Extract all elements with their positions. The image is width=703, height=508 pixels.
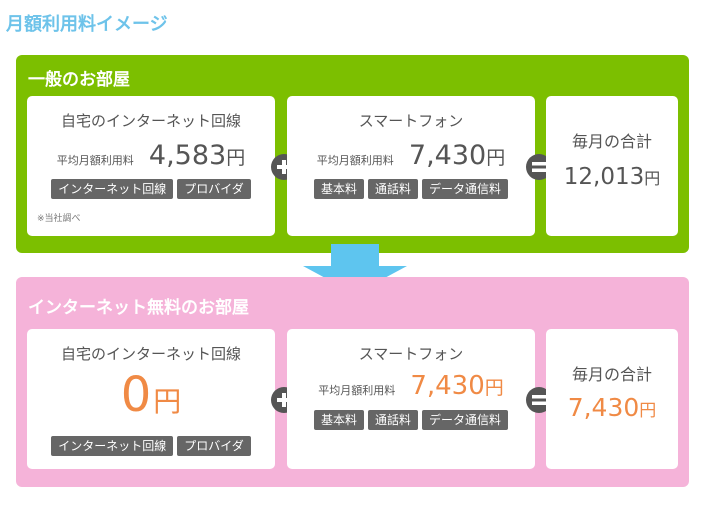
yen-unit: 円 bbox=[226, 147, 246, 169]
price-amount: 7,430 bbox=[567, 393, 640, 422]
total-box: 毎月の合計 12,013円 bbox=[546, 96, 678, 236]
yen-unit: 円 bbox=[153, 385, 182, 418]
tag-list: インターネット回線 プロバイダ bbox=[27, 179, 275, 199]
total-box: 毎月の合計 7,430円 bbox=[546, 329, 678, 469]
price-amount: 0 bbox=[120, 367, 152, 423]
tag: 基本料 bbox=[313, 410, 364, 430]
section-free-internet-room: インターネット無料のお部屋 自宅のインターネット回線 0円 インターネット回線 … bbox=[16, 277, 689, 487]
tag: 基本料 bbox=[313, 179, 364, 199]
tag: プロバイダ bbox=[177, 179, 251, 199]
tag: インターネット回線 bbox=[51, 179, 174, 199]
yen-unit: 円 bbox=[484, 377, 504, 399]
price-amount: 7,430 bbox=[410, 371, 485, 401]
price-amount: 4,583 bbox=[148, 140, 227, 171]
smartphone-box: スマートフォン 平均月額利用料 7,430円 基本料 通話料 データ通信料 bbox=[287, 329, 535, 469]
price-row: 0円 bbox=[27, 367, 275, 423]
section-title: インターネット無料のお部屋 bbox=[28, 298, 249, 318]
box-title: 毎月の合計 bbox=[571, 132, 652, 151]
avg-label: 平均月額利用料 bbox=[316, 154, 394, 167]
tag: 通話料 bbox=[367, 410, 418, 430]
yen-unit: 円 bbox=[639, 401, 657, 421]
price-row: 12,013円 bbox=[546, 164, 678, 190]
box-title: スマートフォン bbox=[358, 345, 464, 363]
box-title: 自宅のインターネット回線 bbox=[60, 112, 241, 130]
avg-label: 平均月額利用料 bbox=[56, 154, 134, 167]
tag: データ通信料 bbox=[422, 410, 509, 430]
price-amount: 7,430 bbox=[408, 140, 487, 171]
footnote: ※当社調べ bbox=[37, 214, 81, 224]
page-title: 月額利用料イメージ bbox=[6, 14, 168, 35]
box-title: スマートフォン bbox=[358, 112, 464, 130]
price-row: 平均月額利用料 7,430円 bbox=[287, 140, 535, 171]
tag: 通話料 bbox=[367, 179, 418, 199]
tag-list: インターネット回線 プロバイダ bbox=[27, 436, 275, 456]
home-internet-box: 自宅のインターネット回線 0円 インターネット回線 プロバイダ bbox=[27, 329, 275, 469]
tag: インターネット回線 bbox=[51, 436, 174, 456]
yen-unit: 円 bbox=[486, 147, 506, 169]
price-amount: 12,013 bbox=[563, 164, 645, 190]
price-row: 7,430円 bbox=[546, 393, 678, 422]
section-general-room: 一般のお部屋 自宅のインターネット回線 平均月額利用料 4,583円 インターネ… bbox=[16, 55, 689, 253]
tag: プロバイダ bbox=[177, 436, 251, 456]
smartphone-box: スマートフォン 平均月額利用料 7,430円 基本料 通話料 データ通信料 bbox=[287, 96, 535, 236]
section-title: 一般のお部屋 bbox=[28, 70, 130, 90]
tag: データ通信料 bbox=[422, 179, 509, 199]
yen-unit: 円 bbox=[644, 169, 661, 188]
home-internet-box: 自宅のインターネット回線 平均月額利用料 4,583円 インターネット回線 プロ… bbox=[27, 96, 275, 236]
tag-list: 基本料 通話料 データ通信料 bbox=[287, 410, 535, 430]
avg-label: 平均月額利用料 bbox=[318, 384, 396, 397]
box-title: 毎月の合計 bbox=[571, 365, 652, 384]
box-title: 自宅のインターネット回線 bbox=[60, 345, 241, 363]
price-row: 平均月額利用料 4,583円 bbox=[27, 140, 275, 171]
price-row: 平均月額利用料 7,430円 bbox=[287, 371, 535, 401]
tag-list: 基本料 通話料 データ通信料 bbox=[287, 179, 535, 199]
